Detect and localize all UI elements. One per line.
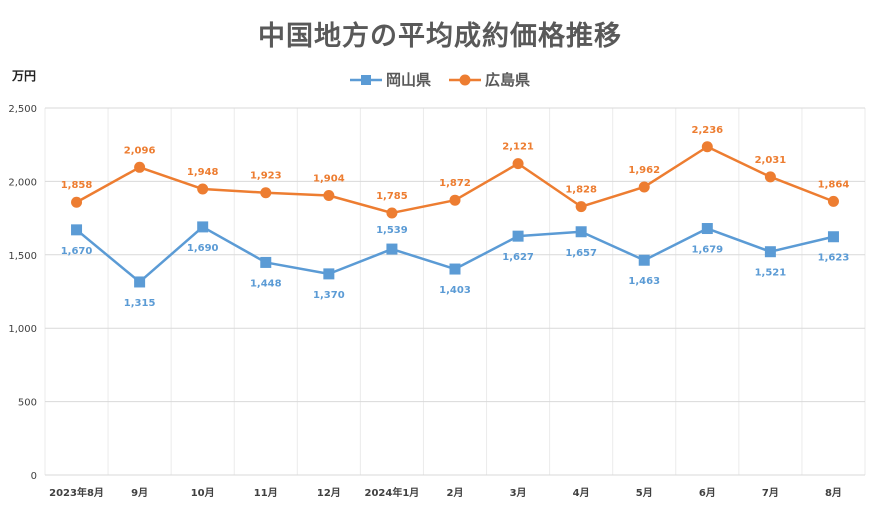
data-point-okayama <box>260 256 272 268</box>
x-tick-label: 4月 <box>573 487 590 499</box>
data-point-hiroshima <box>764 171 776 183</box>
data-point-hiroshima <box>512 158 524 170</box>
legend-label-hiroshima: 広島県 <box>485 71 531 89</box>
data-label-okayama: 1,623 <box>818 253 850 264</box>
data-point-hiroshima <box>323 189 335 201</box>
y-tick-label: 2,500 <box>8 104 37 115</box>
data-label-okayama: 1,370 <box>313 290 345 301</box>
data-label-okayama: 1,690 <box>187 243 219 254</box>
data-label-okayama: 1,670 <box>61 246 93 257</box>
data-point-hiroshima <box>701 141 713 153</box>
data-point-hiroshima <box>71 196 83 208</box>
legend-label-okayama: 岡山県 <box>385 71 431 89</box>
data-label-okayama: 1,315 <box>124 298 156 309</box>
data-label-hiroshima: 1,785 <box>376 191 408 202</box>
legend-marker-okayama <box>349 74 382 85</box>
data-point-hiroshima <box>575 201 587 213</box>
y-tick-label: 1,000 <box>8 324 37 335</box>
x-tick-label: 2024年1月 <box>365 486 420 499</box>
x-tick-label: 2月 <box>447 487 464 499</box>
data-label-hiroshima: 1,858 <box>61 180 93 191</box>
data-label-okayama: 1,679 <box>691 245 723 256</box>
x-tick-label: 5月 <box>636 487 653 499</box>
data-label-okayama: 1,403 <box>439 285 471 296</box>
data-point-okayama <box>638 254 650 266</box>
data-point-okayama <box>386 243 398 255</box>
chart-title: 中国地方の平均成約価格推移 <box>258 21 622 52</box>
x-tick-label: 2023年8月 <box>49 486 104 499</box>
data-point-hiroshima <box>197 183 209 195</box>
x-tick-label: 3月 <box>510 487 527 499</box>
legend-item-okayama: 岡山県 <box>349 69 431 90</box>
y-tick-label: 1,500 <box>8 251 37 262</box>
data-label-okayama: 1,463 <box>628 276 660 287</box>
x-tick-label: 10月 <box>191 487 215 499</box>
y-tick-label: 500 <box>18 398 37 409</box>
data-label-hiroshima: 2,236 <box>691 125 723 136</box>
data-label-hiroshima: 1,904 <box>313 173 345 184</box>
data-point-okayama <box>764 246 776 258</box>
x-tick-label: 9月 <box>131 487 148 499</box>
data-label-okayama: 1,521 <box>755 268 787 279</box>
x-tick-label: 12月 <box>317 487 341 499</box>
data-label-hiroshima: 1,828 <box>565 185 597 196</box>
data-point-hiroshima <box>386 207 398 219</box>
legend: 岡山県 広島県 <box>0 69 880 90</box>
data-label-hiroshima: 1,923 <box>250 171 282 182</box>
y-tick-label: 2,000 <box>8 177 37 188</box>
y-tick-label: 0 <box>31 471 37 482</box>
data-point-okayama <box>323 268 335 280</box>
data-label-hiroshima: 2,096 <box>124 145 156 156</box>
data-point-okayama <box>134 276 146 288</box>
data-point-okayama <box>71 224 83 236</box>
data-label-okayama: 1,657 <box>565 248 597 259</box>
data-label-okayama: 1,627 <box>502 252 534 263</box>
data-label-hiroshima: 1,864 <box>818 179 850 190</box>
legend-item-hiroshima: 広島県 <box>449 69 530 90</box>
data-point-hiroshima <box>449 194 461 206</box>
data-label-okayama: 1,448 <box>250 278 282 289</box>
data-point-okayama <box>701 223 713 235</box>
data-point-hiroshima <box>134 161 146 173</box>
data-point-okayama <box>512 230 524 242</box>
data-label-hiroshima: 2,121 <box>502 142 534 153</box>
x-tick-label: 8月 <box>825 487 842 499</box>
data-point-hiroshima <box>260 187 272 199</box>
data-point-okayama <box>575 226 587 238</box>
x-tick-label: 6月 <box>699 487 716 499</box>
y-axis-unit-label: 万円 <box>12 69 37 83</box>
data-label-hiroshima: 2,031 <box>755 155 787 166</box>
data-label-hiroshima: 1,872 <box>439 178 471 189</box>
data-point-okayama <box>197 221 209 233</box>
data-point-hiroshima <box>638 181 650 193</box>
data-point-okayama <box>449 263 461 275</box>
data-point-hiroshima <box>827 195 839 207</box>
legend-marker-hiroshima <box>449 74 481 85</box>
x-tick-label: 7月 <box>762 487 779 499</box>
data-point-okayama <box>827 231 839 243</box>
data-label-hiroshima: 1,962 <box>628 165 660 176</box>
data-label-okayama: 1,539 <box>376 225 408 236</box>
x-tick-label: 11月 <box>254 487 278 499</box>
data-label-hiroshima: 1,948 <box>187 167 219 178</box>
